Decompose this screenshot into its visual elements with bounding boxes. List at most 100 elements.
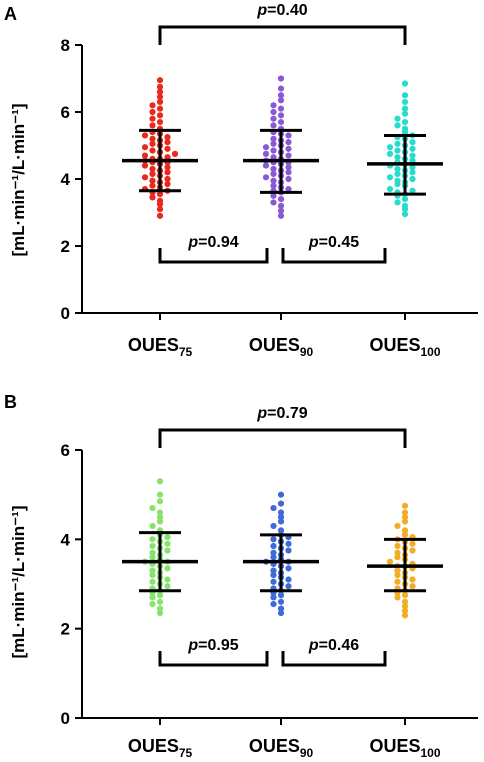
data-point [141, 162, 149, 169]
data-point [409, 139, 416, 146]
p-value-label: p=0.94 [187, 234, 238, 251]
data-point [401, 196, 409, 203]
data-point [401, 202, 409, 209]
data-point [409, 547, 416, 554]
data-point [141, 132, 149, 139]
data-point [285, 132, 292, 139]
data-point [164, 139, 171, 146]
data-point [277, 527, 285, 534]
data-point [386, 558, 394, 565]
comparison-bracket [281, 651, 387, 667]
data-point [401, 612, 409, 619]
data-point [270, 578, 277, 585]
data-point [156, 605, 164, 612]
data-point [401, 80, 409, 87]
data-point [401, 598, 409, 605]
data-point [270, 542, 277, 550]
data-point [394, 199, 401, 206]
data-point [262, 150, 270, 157]
p-value-label: p=0.40 [256, 2, 307, 19]
y-tick-label: 8 [61, 36, 70, 55]
data-point [409, 583, 416, 590]
data-point [386, 174, 394, 181]
data-point [156, 190, 164, 198]
data-point [156, 77, 164, 84]
data-point [156, 88, 164, 95]
data-point [164, 169, 171, 176]
data-point [277, 75, 285, 82]
data-point [277, 598, 285, 605]
data-point [141, 174, 149, 181]
y-tick-label: 6 [61, 441, 70, 460]
data-point [164, 565, 171, 572]
data-point [156, 112, 164, 119]
data-point [156, 98, 164, 106]
data-point [394, 115, 401, 122]
data-point [164, 540, 171, 547]
comparison-bracket [158, 248, 269, 264]
p-value-label: p=0.79 [256, 405, 307, 422]
comparison-bracket [281, 248, 387, 264]
data-point [394, 154, 401, 161]
comparison-bracket [158, 428, 407, 448]
data-point [164, 175, 171, 183]
data-point [285, 152, 292, 159]
data-point [149, 594, 156, 601]
data-point [270, 192, 277, 199]
panel-a: A [mL·min⁻¹/L·min⁻¹] 0 2 4 6 8 OUES75 OUES90 OU… [4, 2, 478, 359]
data-point [156, 83, 164, 90]
data-point [164, 154, 171, 161]
p-value-label: p=0.46 [308, 637, 359, 654]
data-point [394, 554, 401, 561]
data-point [156, 598, 164, 605]
data-point [277, 92, 285, 99]
data-point [149, 182, 156, 189]
data-point [401, 118, 409, 126]
data-point [270, 108, 277, 116]
data-point [270, 135, 277, 142]
data-point [409, 187, 416, 194]
data-point [164, 534, 171, 541]
data-point [277, 212, 285, 219]
data-point [149, 140, 156, 147]
data-point [409, 540, 416, 547]
data-point [149, 601, 156, 608]
data-point [409, 164, 416, 171]
data-point [401, 125, 409, 132]
data-point [409, 157, 416, 164]
comparison-bracket [158, 25, 407, 45]
data-point [409, 152, 416, 159]
data-point [270, 102, 277, 109]
data-point [270, 199, 277, 206]
data-point [164, 583, 171, 590]
data-point [277, 105, 285, 112]
x-tick-label: OUES100 [369, 335, 440, 359]
data-point [149, 147, 156, 154]
data-point [285, 175, 292, 183]
p-value-label: p=0.45 [308, 234, 359, 251]
data-point [270, 147, 277, 154]
data-point [401, 603, 409, 610]
data-point [277, 609, 285, 617]
y-tick-label: 4 [61, 530, 71, 549]
data-point [262, 174, 270, 181]
data-point [401, 105, 409, 112]
data-point [262, 144, 270, 151]
data-point [277, 605, 285, 612]
data-point [277, 202, 285, 209]
data-point [156, 206, 164, 213]
y-tick-label: 0 [61, 304, 70, 323]
data-point [156, 491, 164, 498]
data-point [401, 98, 409, 106]
data-point [285, 185, 292, 193]
data-point [270, 115, 277, 122]
data-point [149, 536, 156, 543]
data-point [277, 500, 285, 507]
y-axis-label: [mL·min⁻¹/L·min⁻¹] [9, 104, 28, 257]
data-point [409, 145, 416, 152]
data-point [270, 140, 277, 147]
panel-label: A [4, 4, 17, 24]
data-point [401, 518, 409, 525]
data-point [171, 150, 179, 157]
